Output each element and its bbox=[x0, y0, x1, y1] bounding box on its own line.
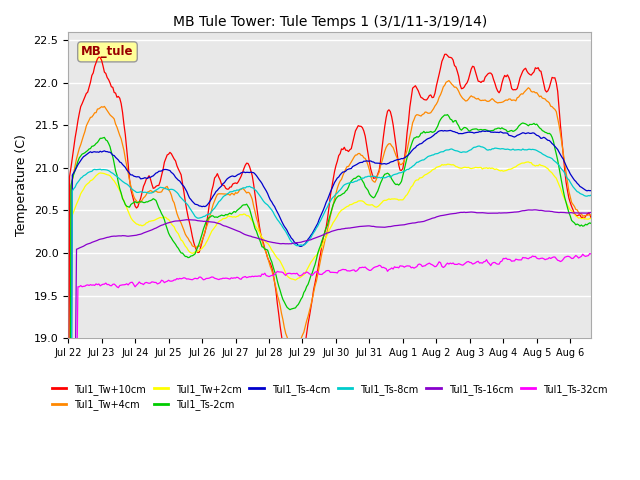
Legend: Tul1_Tw+10cm, Tul1_Tw+4cm, Tul1_Tw+2cm, Tul1_Ts-2cm, Tul1_Ts-4cm, Tul1_Ts-8cm, T: Tul1_Tw+10cm, Tul1_Tw+4cm, Tul1_Tw+2cm, … bbox=[48, 380, 611, 414]
Text: MB_tule: MB_tule bbox=[81, 45, 134, 59]
Y-axis label: Temperature (C): Temperature (C) bbox=[15, 134, 28, 236]
Title: MB Tule Tower: Tule Temps 1 (3/1/11-3/19/14): MB Tule Tower: Tule Temps 1 (3/1/11-3/19… bbox=[173, 15, 487, 29]
